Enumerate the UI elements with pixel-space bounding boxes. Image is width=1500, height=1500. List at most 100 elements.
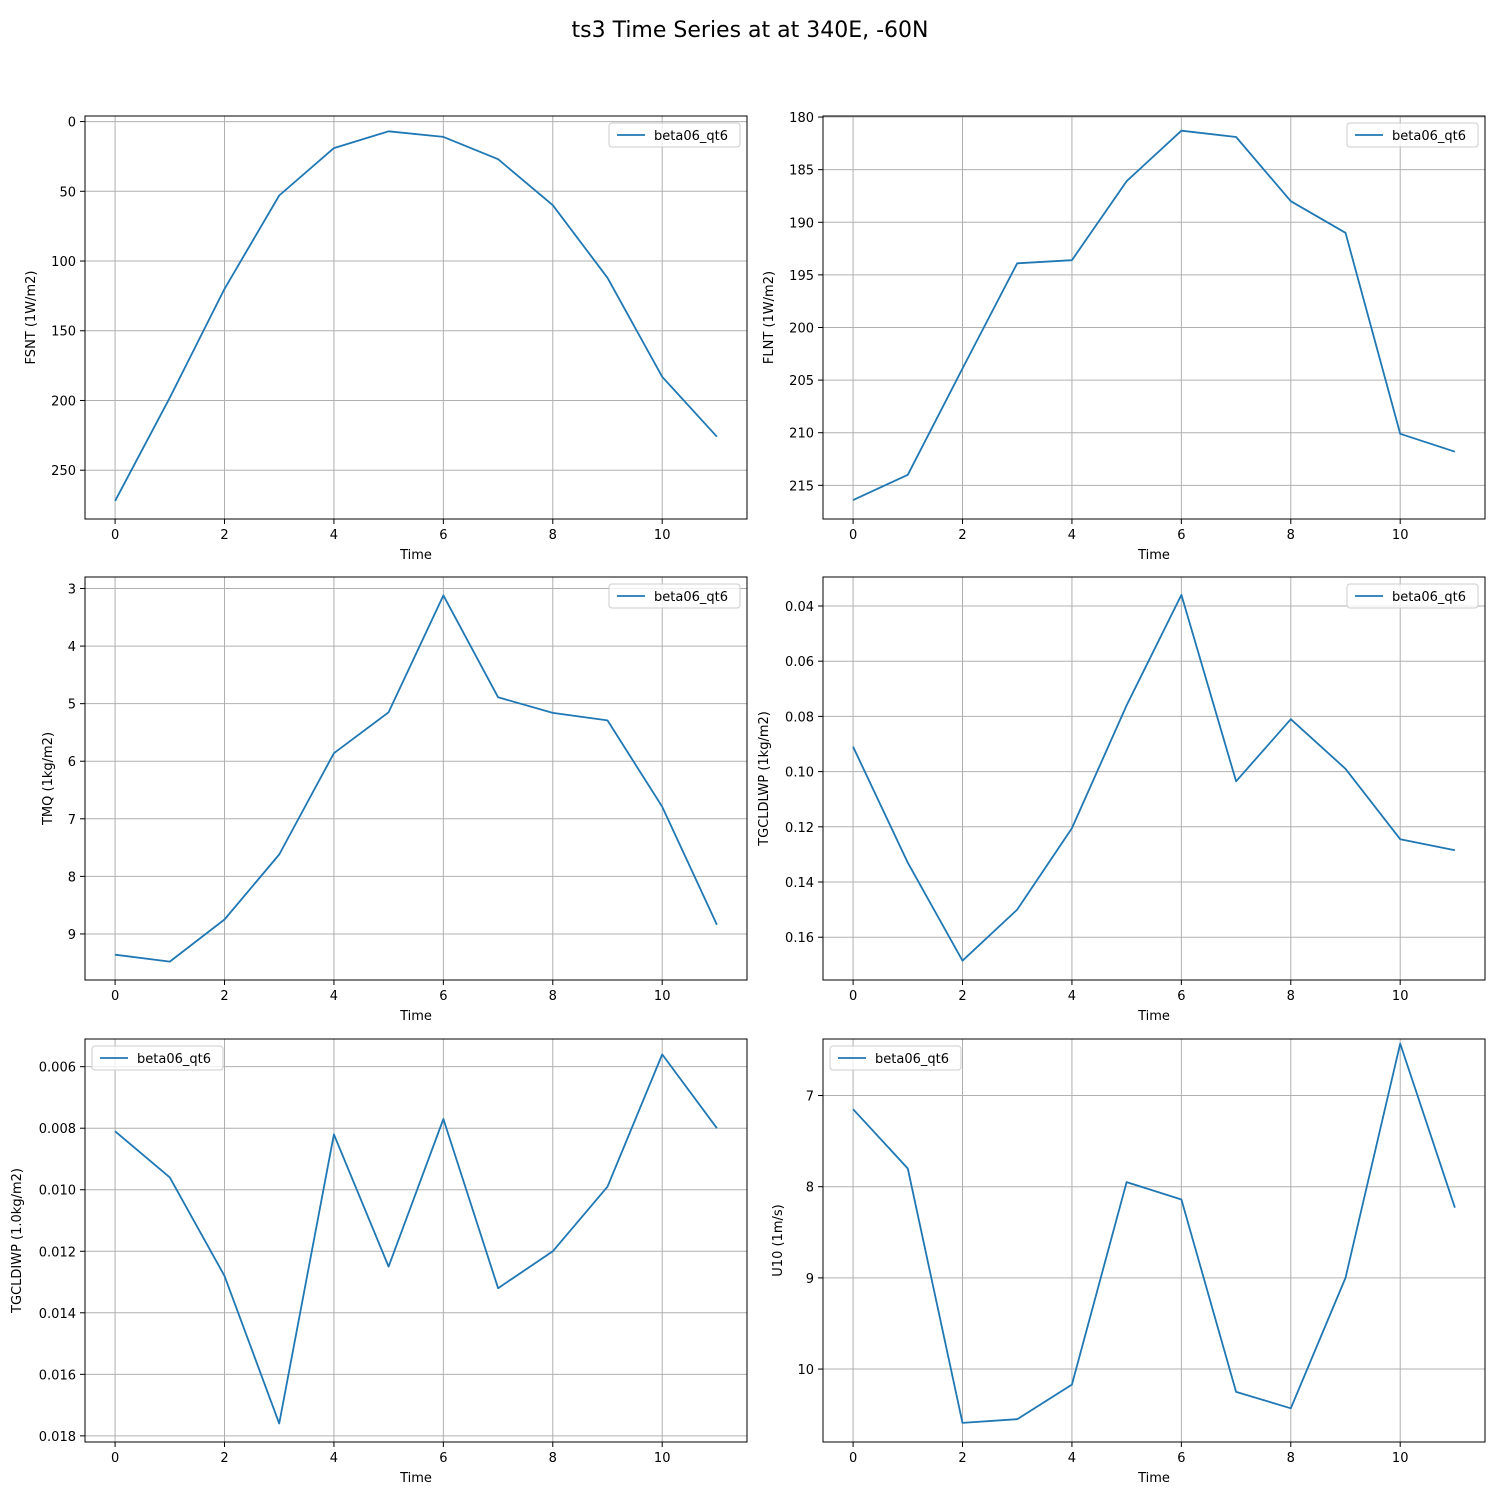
y-tick-label: 100	[51, 255, 76, 270]
x-tick-label: 4	[330, 989, 338, 1004]
y-tick-label: 180	[789, 111, 814, 126]
legend-box	[1346, 583, 1479, 609]
y-tick-label: 10	[797, 1363, 814, 1378]
axes-frame	[84, 115, 748, 520]
y-tick-label: 215	[789, 479, 814, 494]
y-tick-label: 7	[806, 1090, 814, 1105]
y-tick-label: 6	[68, 755, 76, 770]
y-tick-label: 7	[68, 813, 76, 828]
x-tick-label: 0	[849, 1451, 857, 1466]
x-tick-label: 8	[549, 989, 557, 1004]
subplot-2: 0 2 4 6 8 10 180 185 190 195 200 205 210 215 Time FLNT …	[762, 111, 1486, 563]
x-tick-label: 10	[1392, 989, 1409, 1004]
y-axis-label: TMQ (1kg/m2)	[41, 732, 56, 826]
series-line	[114, 594, 718, 963]
x-tick-label: 2	[220, 989, 228, 1004]
y-tick-label: 190	[789, 216, 814, 231]
legend-label: beta06_qt6	[1392, 129, 1466, 144]
y-tick-label: 0.08	[785, 710, 814, 725]
axes-frame	[822, 576, 1486, 981]
x-axis-label: Time	[399, 1471, 432, 1486]
y-tick-label: 150	[51, 325, 76, 340]
x-tick-label: 10	[1392, 1451, 1409, 1466]
legend-box	[608, 122, 741, 148]
y-tick-label: 0.10	[785, 766, 814, 781]
legend: beta06_qt6	[829, 1045, 962, 1071]
x-tick-label: 2	[958, 989, 966, 1004]
x-tick-label: 0	[111, 1451, 119, 1466]
y-tick-label: 0.016	[39, 1368, 76, 1383]
x-tick-label: 4	[1068, 528, 1076, 543]
subplot-4: 0 2 4 6 8 10 0.04 0.06 0.08 0.10 0.12 0.14 0.16 Time T…	[757, 576, 1486, 1024]
legend-box	[1346, 122, 1479, 148]
y-tick-label: 205	[789, 374, 814, 389]
y-axis-label: TGCLDIWP (1.0kg/m2)	[10, 1168, 25, 1314]
x-tick-label: 10	[654, 989, 671, 1004]
x-tick-label: 6	[1177, 528, 1185, 543]
legend-label: beta06_qt6	[654, 129, 728, 144]
y-axis-label: FSNT (1W/m2)	[24, 271, 39, 365]
x-tick-label: 6	[439, 1451, 447, 1466]
legend-label: beta06_qt6	[137, 1052, 211, 1067]
y-tick-label: 9	[68, 928, 76, 943]
y-tick-label: 8	[806, 1181, 814, 1196]
x-tick-label: 4	[1068, 989, 1076, 1004]
y-tick-label: 0.014	[39, 1307, 76, 1322]
x-tick-label: 2	[220, 1451, 228, 1466]
series-line	[852, 1042, 1456, 1424]
y-tick-label: 0	[68, 116, 76, 131]
x-tick-label: 8	[1287, 528, 1295, 543]
subplot-5: 0 2 4 6 8 10 0.006 0.008 0.010 0.012 0.014 0.016 0.0…	[10, 1038, 748, 1486]
y-tick-label: 0.006	[39, 1061, 76, 1076]
y-axis-label: FLNT (1W/m2)	[762, 271, 777, 364]
y-tick-label: 210	[789, 427, 814, 442]
x-tick-label: 2	[220, 528, 228, 543]
series-line	[852, 594, 1456, 962]
y-tick-label: 250	[51, 464, 76, 479]
y-tick-label: 0.008	[39, 1122, 76, 1137]
legend-box	[91, 1045, 224, 1071]
x-tick-label: 0	[111, 528, 119, 543]
axes-frame	[84, 1038, 748, 1443]
y-tick-label: 0.010	[39, 1184, 76, 1199]
y-tick-label: 5	[68, 698, 76, 713]
y-tick-label: 0.14	[785, 876, 814, 891]
y-tick-label: 0.06	[785, 655, 814, 670]
x-tick-label: 6	[1177, 989, 1185, 1004]
y-axis-label: U10 (1m/s)	[771, 1204, 786, 1276]
legend: beta06_qt6	[1346, 122, 1479, 148]
x-axis-label: Time	[1137, 1471, 1170, 1486]
legend: beta06_qt6	[608, 122, 741, 148]
legend-label: beta06_qt6	[1392, 590, 1466, 605]
x-tick-label: 0	[849, 528, 857, 543]
x-tick-label: 4	[330, 1451, 338, 1466]
subplot-3: 0 2 4 6 8 10 3 4 5 6 7 8 9 Time TMQ (1kg/m2) beta06_qt6	[41, 576, 748, 1024]
axes-frame	[84, 576, 748, 981]
y-tick-label: 0.16	[785, 931, 814, 946]
y-tick-label: 0.012	[39, 1245, 76, 1260]
legend: beta06_qt6	[1346, 583, 1479, 609]
x-tick-label: 8	[1287, 989, 1295, 1004]
x-tick-label: 8	[549, 1451, 557, 1466]
x-tick-label: 6	[1177, 1451, 1185, 1466]
y-tick-label: 50	[59, 185, 76, 200]
x-tick-label: 10	[1392, 528, 1409, 543]
y-tick-label: 4	[68, 640, 76, 655]
legend-box	[829, 1045, 962, 1071]
y-tick-label: 0.12	[785, 821, 814, 836]
y-tick-label: 9	[806, 1272, 814, 1287]
series-line	[114, 1053, 718, 1425]
figure-title: ts3 Time Series at at 340E, -60N	[571, 18, 928, 43]
y-tick-label: 3	[68, 583, 76, 598]
y-tick-label: 200	[789, 321, 814, 336]
x-tick-label: 2	[958, 528, 966, 543]
x-tick-label: 4	[1068, 1451, 1076, 1466]
axes-frame	[822, 1038, 1486, 1443]
x-tick-label: 0	[111, 989, 119, 1004]
x-tick-label: 10	[654, 1451, 671, 1466]
legend-label: beta06_qt6	[875, 1052, 949, 1067]
axes-frame	[822, 115, 1486, 520]
x-tick-label: 10	[654, 528, 671, 543]
